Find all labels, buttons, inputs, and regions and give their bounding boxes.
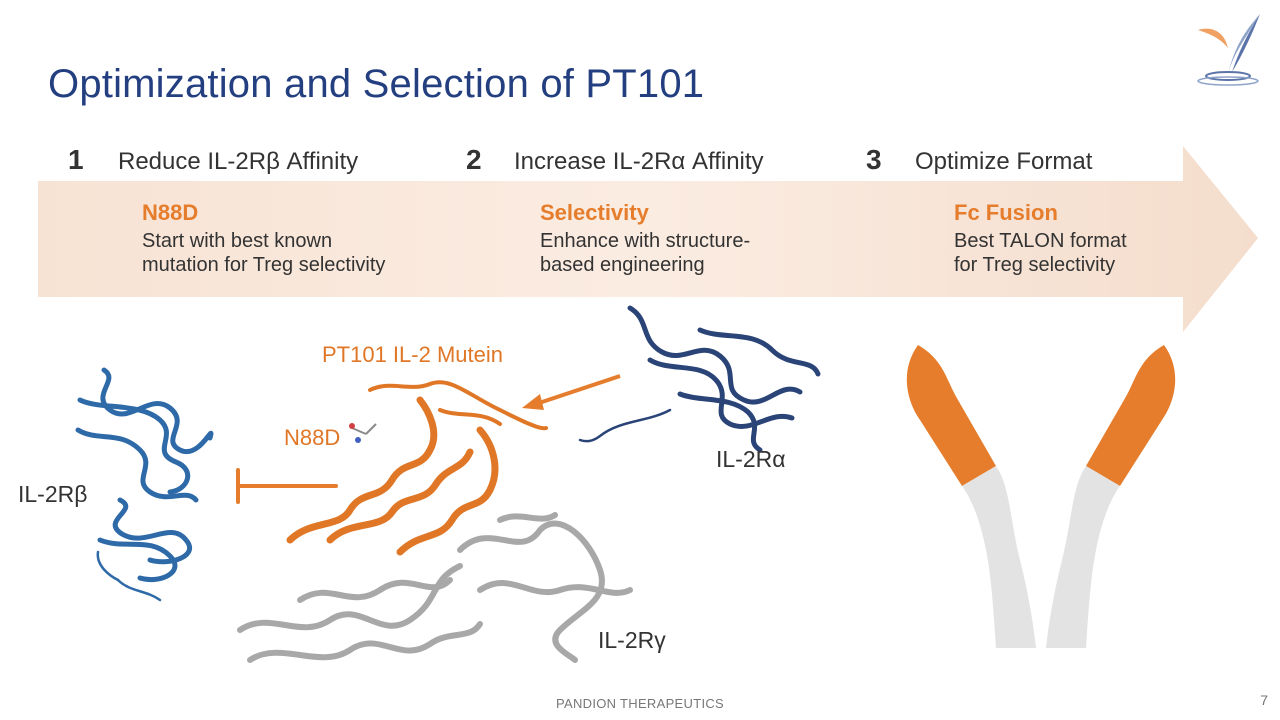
il2ra-structure	[578, 305, 821, 453]
binding-arrow-icon	[522, 374, 621, 410]
il2rb-structure	[75, 367, 214, 602]
step-3-description: Best TALON format for Treg selectivity	[954, 230, 1127, 276]
inhibition-bar-icon	[236, 468, 338, 504]
pt101-mutein-structure	[286, 380, 548, 556]
antibody-fc-fusion-icon	[906, 345, 1176, 648]
il2rg-label: IL-2Rγ	[598, 627, 666, 653]
step-2-heading: Increase IL-2Rα Affinity	[514, 148, 764, 175]
step-1-number: 1	[68, 144, 84, 175]
il2rb-label: IL-2Rβ	[18, 481, 88, 507]
step-2-description: Enhance with structure-based engineering	[540, 230, 751, 276]
footer-company: PANDION THERAPEUTICS	[555, 696, 725, 711]
step-2-number: 2	[466, 144, 482, 175]
pandion-bird-logo-icon	[1197, 14, 1260, 86]
page-title: Optimization and Selection of PT101	[48, 62, 705, 106]
step-3-heading: Optimize Format	[915, 148, 1093, 175]
step-3-subtitle: Fc Fusion	[954, 200, 1058, 225]
step-1-description: Start with best known mutation for Treg …	[142, 230, 386, 276]
il2rg-structure	[237, 512, 633, 663]
n88d-residue-icon	[349, 423, 377, 443]
step-2-subtitle: Selectivity	[540, 200, 649, 225]
step-1-heading: Reduce IL-2Rβ Affinity	[118, 148, 359, 175]
il2ra-label: IL-2Rα	[716, 446, 786, 472]
step-1-subtitle: N88D	[142, 200, 199, 225]
page-number: 7	[1260, 692, 1268, 708]
process-arrow	[38, 146, 1258, 332]
step-3-number: 3	[866, 144, 882, 175]
mutein-label: PT101 IL-2 Mutein	[322, 342, 503, 367]
n88d-label: N88D	[284, 425, 341, 450]
